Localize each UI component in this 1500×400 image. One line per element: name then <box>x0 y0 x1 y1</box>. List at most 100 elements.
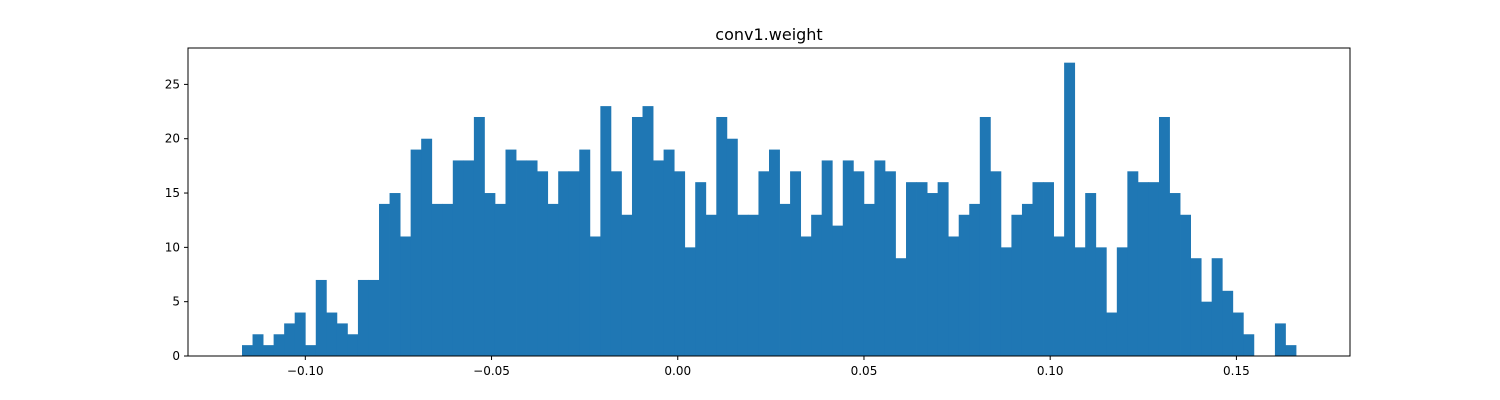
x-tick-label: 0.05 <box>851 364 878 378</box>
histogram-bar <box>1201 301 1213 356</box>
histogram-bar <box>379 203 390 356</box>
histogram-bar <box>1032 182 1044 356</box>
histogram-bar <box>1106 312 1118 356</box>
y-tick-label: 20 <box>165 132 180 146</box>
histogram-bar <box>1064 62 1076 357</box>
histogram-bar <box>1043 182 1054 356</box>
x-axis: −0.10 −0.05 0.00 0.05 0.10 0.15 <box>287 356 1250 378</box>
histogram-bar <box>895 258 907 356</box>
histogram-bar <box>695 182 707 356</box>
histogram-bar <box>336 323 348 356</box>
histogram-bar <box>284 323 296 356</box>
histogram-bar <box>326 312 338 356</box>
histogram-bar <box>1053 236 1065 356</box>
chart-title: conv1.weight <box>715 25 822 44</box>
histogram-bar <box>853 171 865 356</box>
histogram-bar <box>1180 214 1191 356</box>
histogram-bar <box>526 160 538 356</box>
histogram-bar <box>874 160 886 356</box>
histogram-bar <box>631 116 643 357</box>
histogram-bar <box>842 160 854 356</box>
histogram-bar <box>811 214 823 356</box>
histogram-bar <box>642 106 654 357</box>
histogram-bar <box>705 214 717 356</box>
histogram-bar <box>758 171 770 356</box>
histogram-bar <box>621 214 633 356</box>
histogram-bar <box>1211 258 1223 356</box>
histogram-bar <box>484 193 496 356</box>
histogram-bar <box>863 203 875 356</box>
histogram-bar <box>610 171 622 356</box>
histogram-bar <box>516 160 527 356</box>
histogram-bar <box>589 236 601 356</box>
histogram-bar <box>1116 247 1128 356</box>
histogram-bar <box>357 279 369 356</box>
histogram-bar <box>958 214 970 356</box>
histogram-bar <box>737 214 749 356</box>
plot-frame <box>187 47 1351 357</box>
histogram-bar <box>1148 182 1160 356</box>
histogram-bar <box>1285 345 1297 356</box>
histogram-bar <box>242 345 253 356</box>
histogram-bar <box>979 116 991 357</box>
y-tick-label: 5 <box>172 295 180 309</box>
histogram-bar <box>547 203 559 356</box>
histogram-bar <box>1085 193 1097 356</box>
histogram-bar <box>726 138 738 356</box>
x-tick-label: 0.15 <box>1223 364 1250 378</box>
histogram-bar <box>779 203 791 356</box>
histogram-bar <box>410 149 422 356</box>
histogram-bar <box>769 149 780 356</box>
histogram-bar <box>400 236 412 356</box>
histogram-bar <box>684 247 696 356</box>
x-tick-label: −0.05 <box>473 364 510 378</box>
histogram-bar <box>1222 290 1234 356</box>
histogram-bar <box>347 334 359 356</box>
histogram-bar <box>1021 203 1033 356</box>
histogram-bar <box>537 171 549 356</box>
histogram-bar <box>579 149 591 356</box>
y-axis: 0 5 10 15 20 25 <box>165 77 188 363</box>
histogram-bar <box>800 236 812 356</box>
histogram-bar <box>600 106 612 357</box>
histogram-bar <box>421 138 433 356</box>
histogram-bar <box>790 171 802 356</box>
histogram-bar <box>1190 258 1202 356</box>
histogram-bar <box>1169 193 1181 356</box>
histogram-bar <box>884 171 896 356</box>
histogram-bar <box>505 149 517 356</box>
histogram-bar <box>663 149 675 356</box>
histogram-bar <box>906 182 917 356</box>
x-tick-label: −0.10 <box>287 364 324 378</box>
bars-group <box>242 62 1297 357</box>
histogram-bar <box>452 160 464 356</box>
histogram-bar <box>442 203 454 356</box>
histogram-bar <box>937 182 949 356</box>
histogram-bar <box>716 116 728 357</box>
histogram-bar <box>948 236 960 356</box>
histogram-bar <box>832 225 844 356</box>
histogram-bar <box>252 334 264 356</box>
histogram-bar <box>1074 247 1086 356</box>
histogram-bar <box>821 160 833 356</box>
histogram-bar <box>463 160 475 356</box>
histogram-bar <box>653 160 664 356</box>
histogram-bar <box>494 203 506 356</box>
histogram-bar <box>305 345 317 356</box>
histogram-bar <box>568 171 580 356</box>
histogram-bar <box>1000 247 1012 356</box>
histogram-bar <box>1243 334 1255 356</box>
histogram-bar <box>1274 323 1286 356</box>
histogram-bar <box>1137 182 1149 356</box>
y-tick-label: 10 <box>165 240 180 254</box>
y-tick-label: 15 <box>165 186 180 200</box>
histogram-bar <box>969 203 981 356</box>
x-tick-label: 0.00 <box>664 364 691 378</box>
histogram-bar <box>1095 247 1107 356</box>
histogram-bar <box>263 345 275 356</box>
y-tick-label: 25 <box>165 77 180 91</box>
histogram-bar <box>473 116 485 357</box>
histogram-bar <box>1011 214 1023 356</box>
